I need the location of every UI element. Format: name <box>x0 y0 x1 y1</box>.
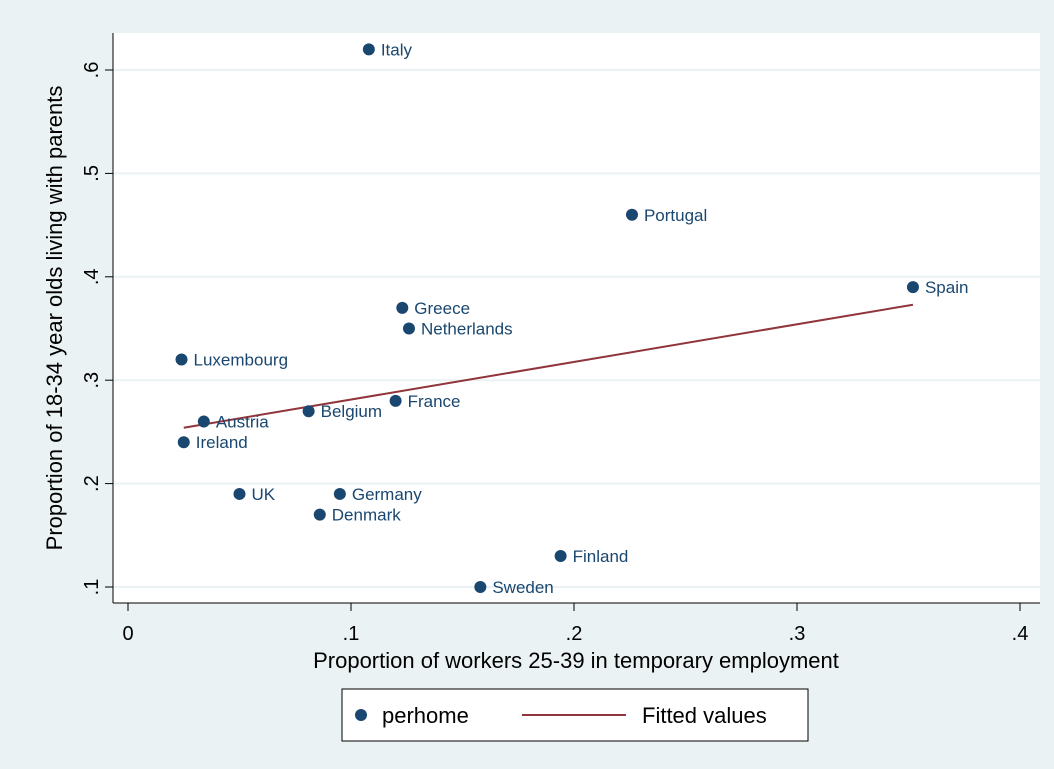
y-axis-title: Proportion of 18-34 year olds living wit… <box>42 86 67 551</box>
legend-marker-perhome <box>355 709 367 721</box>
y-tick-label: .5 <box>81 165 103 182</box>
point-label-uk: UK <box>252 485 276 504</box>
legend-label-fitted-values: Fitted values <box>642 703 767 728</box>
gridlines <box>113 69 1040 588</box>
data-point-denmark <box>313 508 326 521</box>
y-tick-label: .3 <box>81 372 103 389</box>
point-label-sweden: Sweden <box>492 578 553 597</box>
data-point-greece <box>396 301 409 314</box>
x-tick-label: .4 <box>1012 623 1029 645</box>
data-point-france <box>389 394 402 407</box>
point-label-germany: Germany <box>352 485 422 504</box>
axes: .1 .2 .3 .4 .5 .6 0 .1 .2 .3 .4 <box>81 62 1028 645</box>
point-label-ireland: Ireland <box>196 433 248 452</box>
point-label-spain: Spain <box>925 278 968 297</box>
data-point-luxembourg <box>175 353 188 366</box>
x-tick-label: .1 <box>343 623 360 645</box>
point-label-portugal: Portugal <box>644 206 707 225</box>
x-tick-label: .2 <box>566 623 583 645</box>
point-label-austria: Austria <box>216 413 269 432</box>
y-tick-label: .6 <box>81 62 103 79</box>
data-point-belgium <box>302 405 315 418</box>
point-label-luxembourg: Luxembourg <box>194 351 289 370</box>
point-label-france: France <box>408 392 461 411</box>
data-point-sweden <box>474 581 487 593</box>
data-point-spain <box>906 281 919 294</box>
data-point-germany <box>333 487 346 500</box>
x-axis-title: Proportion of workers 25-39 in temporary… <box>313 648 839 673</box>
x-tick-label: 0 <box>122 623 133 645</box>
plot-area <box>113 33 1040 603</box>
data-point-netherlands <box>402 322 415 335</box>
data-point-austria <box>197 415 210 428</box>
data-point-portugal <box>625 208 638 221</box>
y-tick-label: .4 <box>81 268 103 285</box>
point-label-greece: Greece <box>414 299 470 318</box>
y-tick-label: .1 <box>81 579 103 596</box>
point-label-denmark: Denmark <box>332 506 401 525</box>
point-label-belgium: Belgium <box>321 402 382 421</box>
data-point-ireland <box>177 436 190 449</box>
point-label-italy: Italy <box>381 40 413 59</box>
legend-label-perhome: perhome <box>382 703 469 728</box>
point-label-finland: Finland <box>573 547 629 566</box>
y-tick-label: .2 <box>81 475 103 492</box>
data-point-uk <box>233 487 246 500</box>
point-label-netherlands: Netherlands <box>421 320 513 339</box>
data-point-finland <box>554 549 567 562</box>
legend: perhome Fitted values <box>341 688 809 742</box>
points-layer: Italy Portugal Spain Greece Netherlands Luxem… <box>175 40 968 597</box>
data-point-italy <box>362 43 375 56</box>
x-tick-label: .3 <box>789 623 806 645</box>
